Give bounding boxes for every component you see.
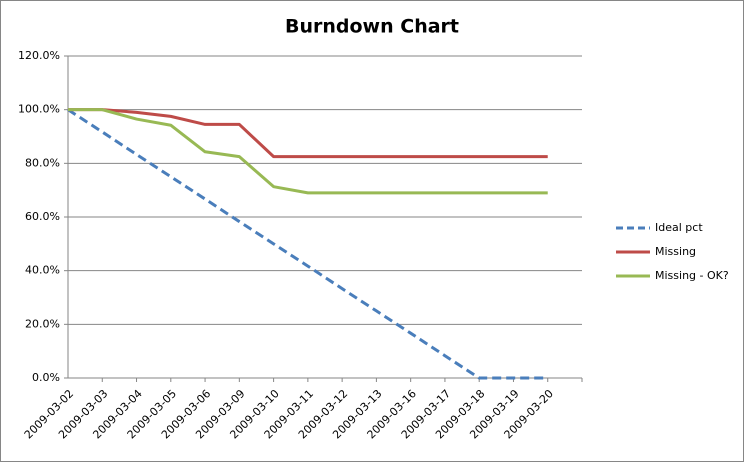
- series-line: [68, 108, 548, 159]
- series-line: [68, 108, 548, 195]
- series-line: [67, 108, 548, 380]
- legend-label: Ideal pct: [655, 221, 703, 234]
- legend-label: Missing: [655, 245, 696, 258]
- y-tick-label: 80.0%: [25, 156, 60, 169]
- y-tick-label: 60.0%: [25, 210, 60, 223]
- legend-label: Missing - OK?: [655, 269, 729, 282]
- y-tick-label: 120.0%: [18, 49, 60, 62]
- y-tick-label: 40.0%: [25, 264, 60, 277]
- chart-title: Burndown Chart: [285, 16, 459, 38]
- y-tick-label: 0.0%: [32, 371, 60, 384]
- y-tick-label: 20.0%: [25, 317, 60, 330]
- y-tick-label: 100.0%: [18, 103, 60, 116]
